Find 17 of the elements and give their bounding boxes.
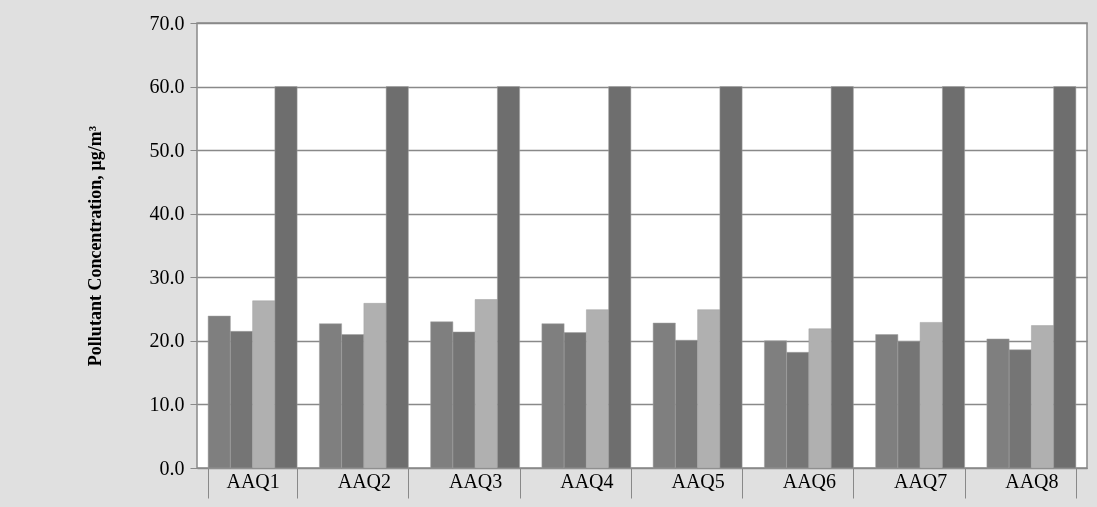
y-tick-label: 20.0 <box>149 329 185 352</box>
x-tick-label: AAQ8 <box>1005 469 1059 492</box>
y-tick-label: 50.0 <box>149 138 185 161</box>
y-tick-label: 0.0 <box>159 456 185 479</box>
y-tick-label: 10.0 <box>149 392 185 415</box>
y-tick-label: 40.0 <box>149 202 185 225</box>
y-axis-title: Pollutant Concentration, µg/m³ <box>84 125 105 367</box>
y-tick-label: 70.0 <box>149 11 185 34</box>
x-tick-label: AAQ7 <box>893 469 948 492</box>
x-tick-label: AAQ1 <box>226 469 280 492</box>
y-tick-label: 30.0 <box>149 265 185 288</box>
x-tick-label: AAQ3 <box>448 469 503 492</box>
x-tick-label: AAQ4 <box>560 469 614 492</box>
x-tick-label: AAQ5 <box>671 469 725 492</box>
y-tick-label: 60.0 <box>149 75 185 98</box>
x-tick-label: AAQ6 <box>782 469 837 492</box>
x-tick-label: AAQ2 <box>337 469 392 492</box>
